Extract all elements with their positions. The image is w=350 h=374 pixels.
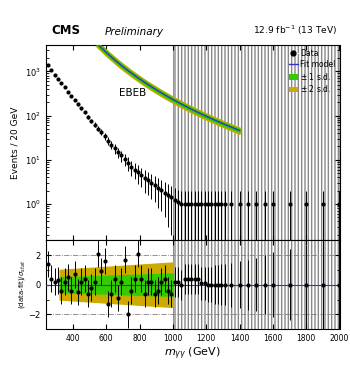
Bar (173, 233, 340, 337)
Legend: Data, Fit model, $\pm$ 1 s.d., $\pm$ 2 s.d.: Data, Fit model, $\pm$ 1 s.d., $\pm$ 2 s… (287, 47, 337, 96)
Text: 12.9 fb$^{-1}$ (13 TeV): 12.9 fb$^{-1}$ (13 TeV) (253, 24, 337, 37)
Y-axis label: (data-fit)/$\sigma_{stat}$: (data-fit)/$\sigma_{stat}$ (17, 260, 27, 309)
Text: Preliminary: Preliminary (104, 27, 163, 37)
Bar (173, 0, 340, 292)
Text: CMS: CMS (51, 24, 80, 37)
Y-axis label: Events / 20 GeV: Events / 20 GeV (10, 106, 19, 179)
Text: EBEB: EBEB (119, 88, 146, 98)
X-axis label: $m_{\gamma\gamma}$ (GeV): $m_{\gamma\gamma}$ (GeV) (164, 346, 221, 362)
